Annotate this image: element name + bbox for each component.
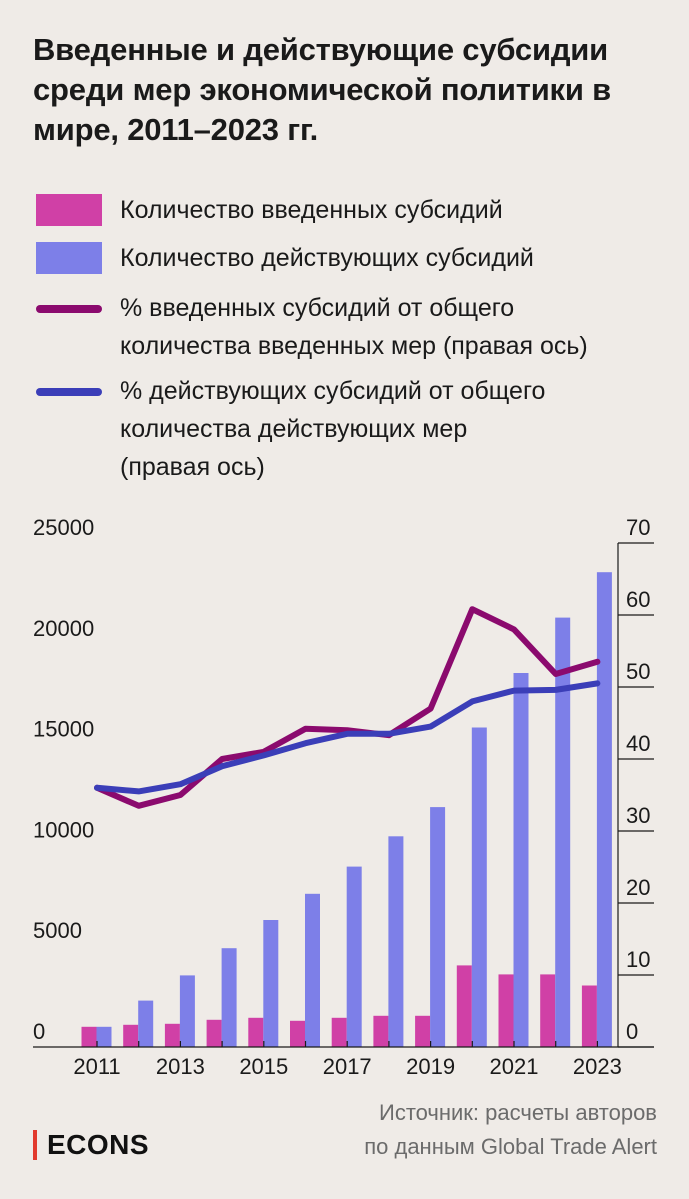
bar-introduced-2018 xyxy=(373,1015,389,1047)
brand-bar xyxy=(33,1130,37,1160)
x-axis-tick-label: 2019 xyxy=(406,1054,455,1079)
legend-swatch-blue xyxy=(36,242,102,274)
axes-layer: 0 5000 10000 15000 20000 25000 0 10 20 30 40 50 60 70… xyxy=(33,515,654,1079)
x-axis-tick-label: 2013 xyxy=(156,1054,205,1079)
source-note: Источник: расчеты авторов по данным Glob… xyxy=(364,1100,657,1159)
brand-logo: ECONS xyxy=(33,1127,149,1163)
left-axis-tick-label: 0 xyxy=(33,1019,45,1044)
right-axis-tick-label: 0 xyxy=(626,1019,638,1044)
bar-active-2018 xyxy=(388,836,404,1047)
right-axis-tick-label: 50 xyxy=(626,659,650,684)
brand-name: ECONS xyxy=(47,1129,150,1160)
bar-introduced-2017 xyxy=(331,1017,347,1047)
x-axis-tick-label: 2017 xyxy=(323,1054,372,1079)
left-axis-tick-label: 5000 xyxy=(33,918,82,943)
bar-introduced-2016 xyxy=(290,1020,305,1047)
legend-label: Количество действующих субсидий xyxy=(120,244,534,272)
bar-active-2016 xyxy=(305,893,320,1047)
line-introduced-share xyxy=(94,606,601,809)
left-axis-tick-label: 15000 xyxy=(33,717,94,742)
chart-plot: 0 5000 10000 15000 20000 25000 0 10 20 30 40 50 60 70… xyxy=(33,515,654,1079)
bar-introduced-2012 xyxy=(123,1024,139,1047)
bar-layer xyxy=(81,572,612,1047)
bar-active-2012 xyxy=(138,1000,154,1047)
right-axis-tick-label: 30 xyxy=(626,803,650,828)
legend-swatch-line-purple xyxy=(36,305,102,313)
bar-introduced-2020 xyxy=(456,965,472,1047)
x-axis-tick-label: 2015 xyxy=(239,1054,288,1079)
legend-label: Количество введенных субсидий xyxy=(120,196,503,224)
left-axis-tick-label: 25000 xyxy=(33,515,94,540)
bar-active-2013 xyxy=(179,975,195,1047)
bar-active-2014 xyxy=(221,948,237,1047)
bar-active-2017 xyxy=(346,866,362,1047)
legend-swatch-line-blue xyxy=(36,388,102,396)
legend-swatch-pink xyxy=(36,194,102,226)
x-axis-tick-label: 2023 xyxy=(573,1054,622,1079)
line-layer xyxy=(94,606,601,809)
bar-active-2015 xyxy=(263,920,279,1047)
bar-introduced-2014 xyxy=(206,1019,222,1047)
x-axis-tick-label: 2021 xyxy=(490,1054,539,1079)
legend-label: % действующих субсидий от общего количес… xyxy=(120,377,546,481)
right-axis-tick-label: 70 xyxy=(626,515,650,540)
right-axis-tick-label: 60 xyxy=(626,587,650,612)
x-axis-tick-label: 2011 xyxy=(73,1054,120,1079)
right-axis-tick-label: 40 xyxy=(626,731,650,756)
left-axis-tick-label: 10000 xyxy=(33,817,94,842)
bar-introduced-2013 xyxy=(164,1023,180,1047)
bar-introduced-2011 xyxy=(81,1026,97,1047)
right-axis-tick-label: 10 xyxy=(626,947,650,972)
line-active-share xyxy=(94,680,601,795)
bar-introduced-2022 xyxy=(540,974,556,1047)
legend-label: % введенных субсидий от общего количеств… xyxy=(120,294,588,360)
bar-introduced-2019 xyxy=(415,1015,431,1047)
bar-active-2022 xyxy=(555,617,571,1047)
bar-active-2020 xyxy=(471,727,487,1047)
bar-active-2019 xyxy=(430,807,446,1047)
chart-title: Введенные и действующие субсидии среди м… xyxy=(33,32,611,147)
right-axis-tick-label: 20 xyxy=(626,875,650,900)
bar-introduced-2021 xyxy=(498,974,514,1047)
bar-active-2011 xyxy=(96,1026,112,1047)
bar-active-2023 xyxy=(596,572,612,1047)
left-axis-tick-label: 20000 xyxy=(33,616,94,641)
bar-active-2021 xyxy=(513,673,529,1047)
bar-introduced-2015 xyxy=(248,1017,264,1047)
bar-introduced-2023 xyxy=(581,985,597,1047)
